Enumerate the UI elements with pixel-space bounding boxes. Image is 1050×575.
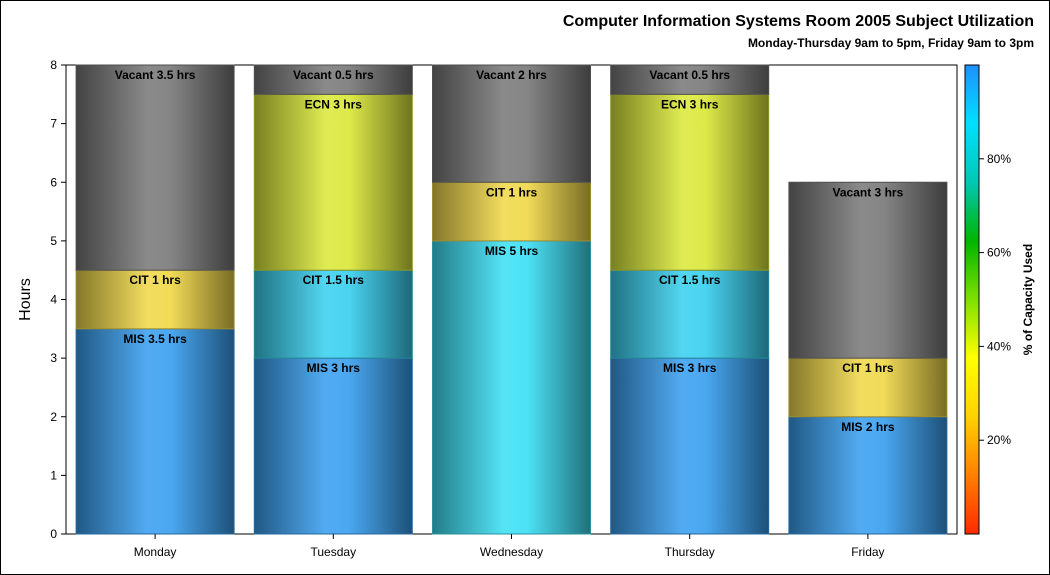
chart-title: Computer Information Systems Room 2005 S… [562, 13, 1034, 30]
bar-label: Vacant 0.5 hrs [649, 68, 730, 82]
bar-label: CIT 1.5 hrs [303, 273, 365, 287]
bars: MIS 3.5 hrs CIT 1 hrs Vacant 3.5 hrs MIS 3 … [75, 64, 948, 535]
y-tick-label: 1 [50, 468, 57, 482]
x-tick-label: Monday [134, 545, 177, 559]
bar-label: CIT 1 hrs [842, 361, 894, 375]
bar-label: MIS 2 hrs [841, 420, 895, 434]
bar-label: MIS 3.5 hrs [123, 332, 187, 346]
bar-segment-wednesday-vacant [432, 64, 591, 183]
bar-segment-friday-mis [788, 416, 948, 535]
colorbar-tick-label: 80% [987, 152, 1011, 166]
bar-segment-monday-vacant [75, 64, 235, 271]
bar-label: Vacant 3.5 hrs [115, 68, 196, 82]
colorbar-tick-label: 40% [987, 339, 1011, 353]
colorbar: 20% 40% 60% 80% % of Capacity Used [964, 64, 1035, 535]
bar-segment-tuesday-ecn [253, 93, 413, 271]
colorbar-label: % of Capacity Used [1021, 244, 1035, 355]
y-tick-label: 0 [50, 527, 57, 541]
bar-segment-thursday-cit [610, 269, 770, 359]
y-tick-label: 3 [50, 351, 57, 365]
bar-segment-monday-mis [75, 328, 235, 535]
y-tick-label: 2 [50, 410, 57, 424]
colorbar-tick-label: 60% [987, 246, 1011, 260]
bar-label: CIT 1.5 hrs [659, 273, 721, 287]
x-tick-label: Thursday [665, 545, 715, 559]
axes: Monday Tuesday Wednesday Thursday Friday 0 1 2 3… [17, 58, 885, 559]
bar-segment-tuesday-cit [253, 269, 413, 359]
bar-label: ECN 3 hrs [661, 97, 719, 111]
bar-label: Vacant 0.5 hrs [293, 68, 374, 82]
y-tick-label: 5 [50, 234, 57, 248]
bar-segment-tuesday-mis [253, 357, 413, 535]
x-tick-label: Wednesday [480, 545, 543, 559]
bar-label: MIS 3 hrs [663, 361, 717, 375]
bar-segment-friday-vacant [788, 181, 948, 359]
bar-segment-tuesday-vacant [253, 64, 413, 95]
bar-label: MIS 3 hrs [307, 361, 361, 375]
y-tick-label: 6 [50, 175, 57, 189]
bar-label: Vacant 2 hrs [476, 68, 547, 82]
x-tick-label: Friday [851, 545, 884, 559]
bar-segment-thursday-ecn [610, 93, 770, 271]
colorbar-scale [964, 64, 980, 535]
bar-segment-thursday-vacant [610, 64, 770, 95]
x-tick-label: Tuesday [311, 545, 357, 559]
y-axis-label: Hours [17, 278, 34, 321]
y-tick-label: 7 [50, 117, 57, 131]
y-tick-label: 8 [50, 58, 57, 72]
bar-segment-wednesday-mis [432, 240, 591, 535]
bar-label: MIS 5 hrs [485, 244, 539, 258]
bar-label: Vacant 3 hrs [833, 185, 904, 199]
bar-segment-wednesday-cit [432, 181, 591, 242]
bar-label: CIT 1 hrs [486, 185, 538, 199]
bar-label: ECN 3 hrs [305, 97, 363, 111]
y-tick-label: 4 [50, 293, 57, 307]
bar-label: CIT 1 hrs [129, 273, 181, 287]
colorbar-tick-label: 20% [987, 433, 1011, 447]
bar-segment-thursday-mis [610, 357, 770, 535]
chart-subtitle: Monday-Thursday 9am to 5pm, Friday 9am t… [747, 36, 1034, 50]
bar-segment-friday-cit [788, 357, 948, 418]
